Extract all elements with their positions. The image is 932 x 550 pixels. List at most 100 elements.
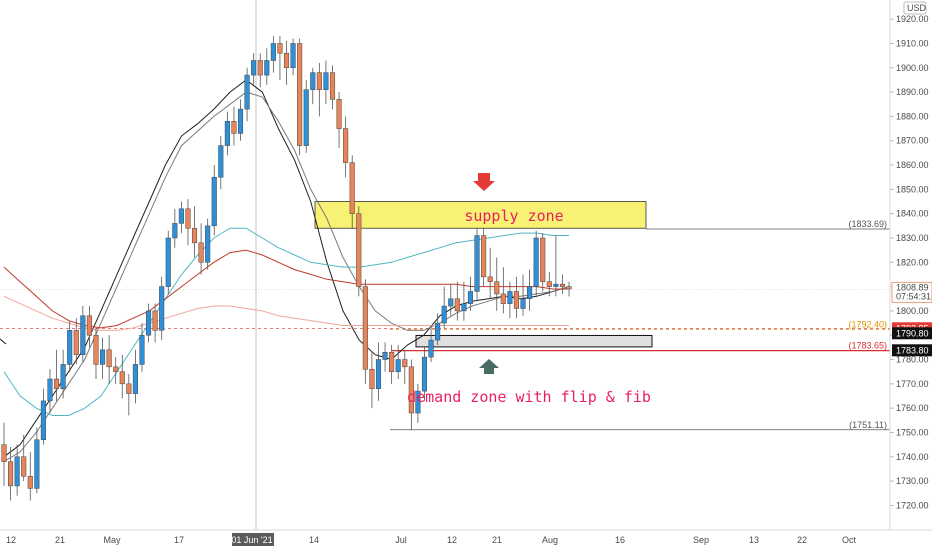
candle-body xyxy=(546,281,552,287)
zones xyxy=(314,201,653,348)
y-tick-label: 1840.00 xyxy=(896,209,929,219)
candle-body xyxy=(323,72,329,90)
candle-body xyxy=(126,383,132,394)
candle-body xyxy=(527,286,533,300)
time-axis[interactable]: 12 21 May 17 01 Jun '21 14 Jul 12 21 Aug 16 Sep 13 22… xyxy=(0,529,932,546)
candlesticks xyxy=(1,36,572,501)
candle-body xyxy=(244,74,250,110)
candle-body xyxy=(395,359,401,372)
candle-body xyxy=(454,298,460,312)
y-tick-label: 1890.00 xyxy=(896,87,929,97)
price-badge xyxy=(892,327,932,340)
candle-body xyxy=(435,322,441,341)
x-tick-label: 21 xyxy=(55,535,65,545)
x-tick-label: Oct xyxy=(842,535,857,545)
price-badge xyxy=(892,344,932,357)
y-tick-label: 1800.00 xyxy=(896,306,929,316)
candle-body xyxy=(80,315,86,355)
y-tick-label: 1900.00 xyxy=(896,63,929,73)
y-tick-label: 1740.00 xyxy=(896,452,929,462)
candle-body xyxy=(421,356,428,392)
demand-zone xyxy=(415,334,653,348)
down-arrow-icon xyxy=(473,173,495,191)
candle-body xyxy=(159,286,165,331)
candle-body xyxy=(191,227,198,244)
candle-body xyxy=(507,291,513,304)
candle-body xyxy=(297,43,303,146)
price-level-label: (1833.69) xyxy=(848,219,887,229)
candle-body xyxy=(251,60,257,76)
demand-zone-label: demand zone with flip & fib xyxy=(407,388,651,406)
x-tick-label: Aug xyxy=(542,535,558,545)
candle-body xyxy=(165,237,171,287)
candle-body xyxy=(60,364,66,389)
y-tick-label: 1880.00 xyxy=(896,111,929,121)
candle-body xyxy=(382,351,388,360)
price-badge-label: 1790.80 xyxy=(896,328,929,338)
price-level-label: (1783.65) xyxy=(848,341,887,351)
candle-body xyxy=(329,72,336,100)
candle-body xyxy=(47,378,53,402)
candle-body xyxy=(34,439,40,489)
candle-body xyxy=(513,291,520,309)
price-axis[interactable]: 1720.00 1730.00 1740.00 1750.00 1760.00 1770.… xyxy=(889,0,929,530)
candle-body xyxy=(500,293,506,304)
x-tick-label: 21 xyxy=(492,535,502,545)
y-tick-label: 1750.00 xyxy=(896,427,929,437)
candle-body xyxy=(362,286,368,370)
candle-body xyxy=(270,43,276,61)
x-tick-label: 01 Jun '21 xyxy=(231,535,272,545)
candle-body xyxy=(474,235,480,292)
candle-body xyxy=(119,371,125,385)
candle-body xyxy=(257,60,263,76)
candle-body xyxy=(93,334,99,365)
moving-average-line xyxy=(3,79,570,458)
supply-zone-label: supply zone xyxy=(464,207,563,225)
candle-body xyxy=(218,145,224,178)
candle-body xyxy=(461,303,467,312)
candle-body xyxy=(86,315,92,336)
y-tick-label: 1730.00 xyxy=(896,476,929,486)
y-tick-label: 1780.00 xyxy=(896,355,929,365)
x-tick-label: 22 xyxy=(797,535,807,545)
candle-body xyxy=(211,176,217,227)
candle-body xyxy=(100,349,106,365)
moving-average-line xyxy=(3,91,570,463)
y-tick-label: 1910.00 xyxy=(896,38,929,48)
last-price-value: 1808.89 xyxy=(896,282,929,292)
y-tick-label: 1830.00 xyxy=(896,233,929,243)
x-tick-label: 12 xyxy=(447,535,457,545)
y-tick-label: 1860.00 xyxy=(896,160,929,170)
candle-body xyxy=(264,60,270,76)
candle-body xyxy=(152,310,158,331)
candle-body xyxy=(566,286,572,290)
candle-body xyxy=(494,281,500,295)
price-level-label: (1792.40) xyxy=(848,319,887,329)
y-tick-label: 1820.00 xyxy=(896,257,929,267)
candle-body xyxy=(224,121,230,146)
y-tick-label: 1760.00 xyxy=(896,403,929,413)
x-tick-label: Jul xyxy=(395,535,407,545)
candle-body xyxy=(481,235,487,278)
candle-body xyxy=(172,223,178,239)
candle-body xyxy=(336,99,342,129)
candle-body xyxy=(54,378,60,389)
candle-body xyxy=(310,72,316,90)
candle-body xyxy=(487,276,493,282)
candle-body xyxy=(14,456,20,487)
candle-body xyxy=(540,237,546,282)
candle-body xyxy=(113,366,119,372)
candle-body xyxy=(198,242,204,263)
candle-body xyxy=(520,298,526,309)
price-badge-label: 1783.80 xyxy=(896,345,929,355)
candle-body xyxy=(415,390,421,414)
candle-body xyxy=(428,339,434,358)
x-tick-label: 16 xyxy=(615,535,625,545)
y-tick-label: 1870.00 xyxy=(896,136,929,146)
candle-body xyxy=(139,334,145,365)
x-tick-label: 17 xyxy=(174,535,184,545)
